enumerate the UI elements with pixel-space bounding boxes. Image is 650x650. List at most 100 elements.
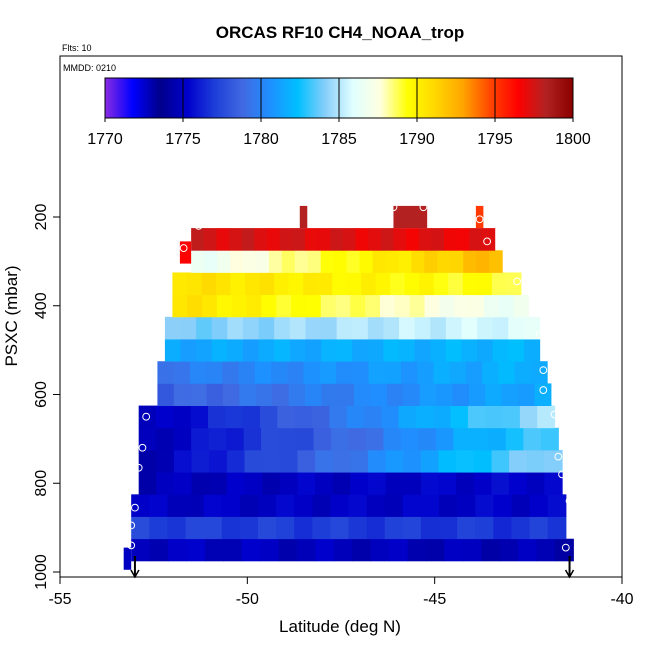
heatmap-cell	[261, 427, 280, 451]
heatmap-cell	[268, 250, 283, 273]
heatmap-cell	[311, 405, 330, 429]
heatmap-cell	[242, 339, 260, 362]
heatmap-cell	[350, 472, 369, 495]
heatmap-cell	[456, 449, 475, 473]
heatmap-cell	[254, 361, 272, 384]
heatmap-cell	[529, 516, 549, 540]
heatmap-cell	[257, 516, 277, 540]
heatmap-cell	[173, 449, 193, 473]
heatmap-cell	[289, 339, 307, 362]
heatmap-cell	[509, 449, 528, 473]
heatmap-cell	[216, 294, 233, 318]
heatmap-cell	[368, 228, 382, 251]
heatmap-cell	[383, 339, 400, 362]
heatmap-cell	[335, 294, 351, 318]
heatmap-cell	[554, 538, 574, 562]
heatmap-cell	[536, 538, 556, 562]
heatmap-cell	[380, 294, 396, 318]
heatmap-cell	[281, 250, 296, 273]
heatmap-cell	[544, 472, 563, 495]
heatmap-cell	[501, 383, 519, 406]
heatmap-cell	[433, 405, 452, 429]
heatmap-cell	[383, 427, 402, 451]
heatmap-cell	[491, 449, 510, 473]
heatmap-cell	[336, 316, 353, 340]
heatmap-cell	[257, 494, 277, 517]
heatmap-cell	[419, 272, 435, 296]
heatmap-cell	[294, 250, 309, 273]
heatmap-cell	[332, 472, 351, 495]
heatmap-cell	[258, 316, 275, 340]
heatmap-cell	[403, 449, 422, 473]
heatmap-cell	[230, 250, 244, 273]
heatmap-cell	[305, 316, 322, 340]
heatmap-cell	[292, 228, 306, 251]
heatmap-cell	[173, 361, 191, 384]
heatmap-cell	[511, 494, 531, 517]
heatmap-cell	[436, 383, 454, 406]
heatmap-cell	[420, 516, 440, 540]
heatmap-cell	[468, 383, 486, 406]
heatmap-cell	[294, 405, 313, 429]
heatmap-cell	[389, 538, 409, 562]
heatmap-cell	[297, 472, 316, 495]
y-axis-label: PSXC (mbar)	[2, 265, 21, 366]
sample-point	[483, 237, 492, 246]
heatmap-cell	[312, 516, 331, 540]
heatmap-cell	[529, 494, 549, 517]
heatmap-cell	[493, 494, 513, 517]
heatmap-cell	[346, 250, 361, 273]
heatmap-cell	[438, 472, 457, 495]
sample-point	[134, 463, 143, 472]
heatmap-cell	[491, 472, 510, 495]
y-axis: 200 400 600 800 1000	[33, 204, 60, 590]
heatmap-cell	[399, 316, 416, 340]
y-tick-label: 200	[33, 204, 50, 231]
heatmap-cell	[303, 272, 319, 296]
heatmap-cell	[390, 272, 406, 296]
heatmap-cell	[320, 250, 335, 273]
heatmap-cell	[540, 427, 559, 451]
heatmap-cell	[227, 316, 244, 340]
colorbar-tick-label: 1780	[243, 131, 279, 148]
heatmap-cell	[222, 383, 240, 406]
heatmap-cell	[470, 427, 489, 451]
heatmap-cell	[168, 538, 188, 562]
heatmap-cell	[450, 250, 464, 273]
heatmap-cell	[331, 427, 350, 451]
heatmap-cell	[518, 383, 536, 406]
heatmap-patch	[179, 241, 192, 264]
heatmap-cell	[189, 361, 207, 384]
heatmap-cell	[191, 449, 210, 473]
heatmap-cell	[430, 316, 447, 340]
heatmap-cell	[365, 294, 381, 318]
heatmap-cell	[489, 250, 503, 273]
heatmap-cell	[483, 294, 500, 318]
heatmap-cell	[278, 427, 297, 451]
heatmap-cell	[407, 538, 427, 562]
heatmap-cell	[368, 449, 387, 473]
colorbar-ticks: 1770 1775 1780 1785 1790 1795 1800	[87, 78, 591, 148]
heatmap-cell	[278, 538, 298, 562]
heatmap-cell	[354, 383, 372, 406]
heatmap-cell	[498, 294, 515, 318]
sample-point	[554, 452, 563, 461]
sample-point	[138, 381, 147, 390]
heatmap-cell	[239, 494, 259, 517]
heatmap-cell	[475, 494, 494, 517]
heatmap-cell	[149, 538, 169, 562]
heatmap-cell	[329, 405, 348, 429]
heatmap-cell	[361, 272, 377, 296]
heatmap-cell	[452, 383, 470, 406]
heatmap-cell	[243, 427, 262, 451]
heatmap-cell	[336, 339, 353, 362]
heatmap-cell	[187, 294, 203, 318]
heatmap-cell	[467, 405, 486, 429]
heatmap-cell	[394, 294, 411, 318]
heatmap-cell	[381, 405, 400, 429]
heatmap-cell	[411, 250, 425, 273]
heatmap-cell	[297, 449, 316, 473]
heatmap-cell	[352, 538, 372, 562]
heatmap-cell	[138, 427, 157, 451]
